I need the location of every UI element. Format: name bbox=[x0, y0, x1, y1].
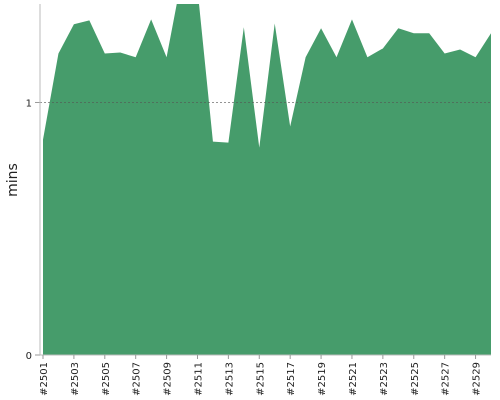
x-tick-label: #2515 bbox=[255, 362, 266, 396]
x-tick-label: #2519 bbox=[317, 362, 328, 396]
x-tick-label: #2507 bbox=[132, 362, 143, 396]
x-tick-label: #2509 bbox=[163, 362, 174, 396]
x-tick-label: #2503 bbox=[70, 362, 81, 396]
x-tick-label: #2501 bbox=[39, 362, 50, 396]
area bbox=[43, 4, 491, 355]
x-tick-label: #2521 bbox=[348, 362, 359, 396]
y-tick-label: 0 bbox=[26, 351, 32, 362]
x-tick-label: #2529 bbox=[472, 362, 483, 396]
y-axis-label: mins bbox=[5, 163, 21, 197]
x-tick-label: #2513 bbox=[224, 362, 235, 396]
y-tick-label: 1 bbox=[26, 98, 32, 109]
x-tick-label: #2517 bbox=[286, 362, 297, 396]
x-tick-label: #2523 bbox=[379, 362, 390, 396]
x-tick-label: #2505 bbox=[101, 362, 112, 396]
x-tick-label: #2511 bbox=[193, 362, 204, 396]
x-tick-label: #2525 bbox=[410, 362, 421, 396]
plot-area bbox=[43, 4, 491, 355]
x-tick-label: #2527 bbox=[441, 362, 452, 396]
